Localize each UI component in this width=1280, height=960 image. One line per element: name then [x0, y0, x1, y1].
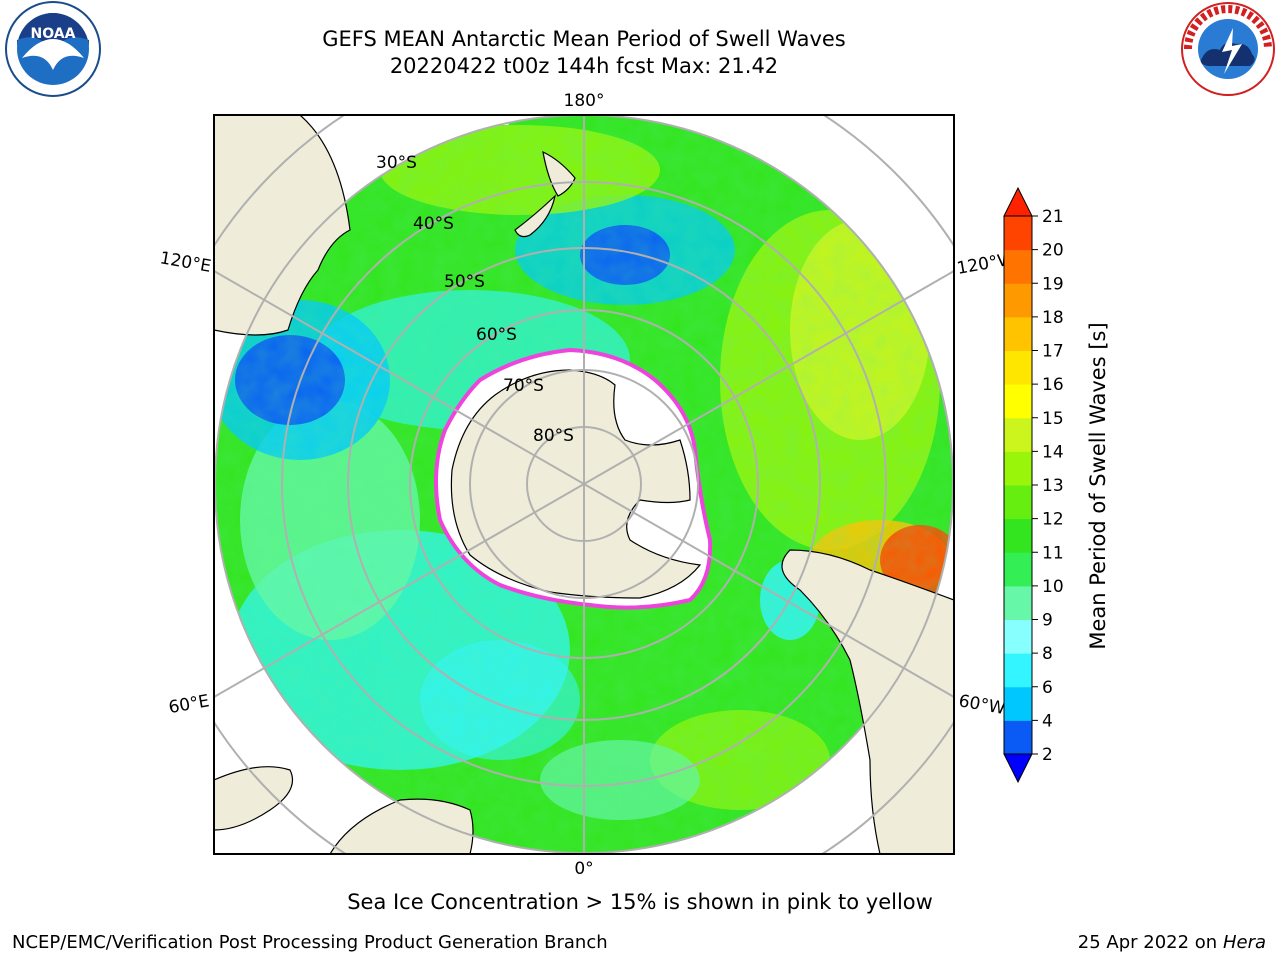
colorbar-tick-label: 8 — [1042, 644, 1053, 664]
colorbar-tick-label: 14 — [1042, 442, 1064, 462]
colorbar-segment — [1004, 249, 1032, 284]
svg-text:NOAA: NOAA — [31, 26, 76, 42]
colorbar-tick-label: 4 — [1042, 711, 1053, 731]
noaa-logo: NOAA — [5, 1, 101, 97]
lat-label-30s: 30°S — [376, 153, 417, 173]
colorbar: 2 4 6 8 9 10 11 12 13 14 15 16 17 18 19 20 21 — [1003, 186, 1064, 784]
colorbar-segment — [1004, 283, 1032, 318]
colorbar-segment — [1004, 384, 1032, 419]
lon-label-60e: 60°E — [167, 691, 211, 718]
colorbar-tick-label: 16 — [1042, 375, 1064, 395]
colorbar-segment — [1004, 216, 1032, 251]
colorbar-tick-label: 6 — [1042, 678, 1053, 698]
lat-label-80s: 80°S — [533, 426, 574, 446]
colorbar-segment — [1004, 619, 1032, 654]
colorbar-segment — [1004, 585, 1032, 620]
colorbar-tick-label: 13 — [1042, 476, 1064, 496]
colorbar-tick-label: 10 — [1042, 577, 1064, 597]
colorbar-segment — [1004, 316, 1032, 351]
footer-date: 25 Apr 2022 on Hera — [1078, 932, 1266, 953]
lon-label-180: 180° — [564, 91, 605, 111]
colorbar-tick-label: 19 — [1042, 274, 1064, 294]
colorbar-segment — [1004, 417, 1032, 452]
colorbar-tick-label: 2 — [1042, 745, 1053, 765]
footer-date-text: 25 Apr 2022 on — [1077, 932, 1223, 953]
colorbar-segment — [1004, 485, 1032, 520]
colorbar-segment — [1004, 686, 1032, 721]
footer-credit: NCEP/EMC/Verification Post Processing Pr… — [12, 932, 608, 953]
colorbar-tick-label: 20 — [1042, 241, 1064, 261]
colorbar-tick-label: 18 — [1042, 308, 1064, 328]
lon-label-0: 0° — [574, 859, 593, 879]
lat-label-60s: 60°S — [476, 325, 517, 345]
lat-label-40s: 40°S — [413, 214, 454, 234]
colorbar-tick-label: 21 — [1042, 207, 1064, 227]
colorbar-segment — [1004, 653, 1032, 688]
colorbar-segment — [1004, 720, 1032, 755]
colorbar-over-arrow — [1003, 186, 1033, 217]
sea-ice-note: Sea Ice Concentration > 15% is shown in … — [347, 890, 933, 914]
colorbar-under-arrow — [1003, 753, 1033, 784]
colorbar-segment — [1004, 350, 1032, 385]
colorbar-segment — [1004, 552, 1032, 587]
map-frame — [213, 114, 955, 855]
colorbar-tick-label: 11 — [1042, 543, 1064, 563]
lon-label-120e: 120°E — [158, 248, 212, 277]
lat-label-50s: 50°S — [444, 272, 485, 292]
lon-label-60w: 60°W — [957, 691, 1007, 719]
colorbar-tick-label: 15 — [1042, 409, 1064, 429]
lat-label-70s: 70°S — [503, 376, 544, 396]
map-title: GEFS MEAN Antarctic Mean Period of Swell… — [322, 27, 846, 51]
colorbar-tick-label: 9 — [1042, 611, 1053, 631]
nws-logo — [1181, 2, 1275, 96]
footer-machine: Hera — [1222, 932, 1266, 953]
colorbar-label: Mean Period of Swell Waves [s] — [1086, 322, 1110, 649]
colorbar-segment — [1004, 451, 1032, 486]
map-subtitle: 20220422 t00z 144h fcst Max: 21.42 — [389, 54, 779, 78]
colorbar-tick-label: 17 — [1042, 342, 1064, 362]
colorbar-segment — [1004, 518, 1032, 553]
colorbar-tick-label: 12 — [1042, 510, 1064, 530]
